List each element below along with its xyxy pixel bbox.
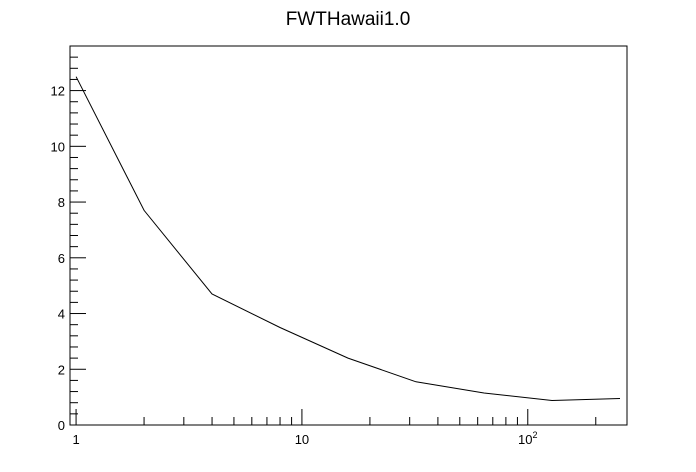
series-line — [75, 76, 621, 402]
x-tick-label: 10 — [295, 432, 309, 447]
x-tick-label-base: 10 — [295, 432, 309, 447]
y-tick-label: 6 — [58, 251, 65, 266]
y-tick-label: 10 — [51, 139, 65, 154]
y-axis: 0 2 4 6 8 10 12 — [51, 45, 86, 433]
y-tick-label: 2 — [58, 362, 65, 377]
chart-title: FWTHawaii1.0 — [286, 9, 411, 30]
y-tick-label: 0 — [58, 418, 65, 433]
x-tick-label: 1 — [72, 432, 79, 447]
y-tick-label: 12 — [51, 84, 65, 99]
y-tick-label: 4 — [58, 307, 65, 322]
x-tick-label-base: 1 — [72, 432, 79, 447]
x-tick-label: 102 — [518, 430, 537, 447]
x-tick-label-base: 10 — [518, 432, 532, 447]
series-group — [75, 76, 621, 402]
x-tick-label-exponent: 2 — [533, 430, 538, 440]
y-tick-label: 8 — [58, 195, 65, 210]
x-axis: 1 10 102 — [72, 409, 597, 447]
